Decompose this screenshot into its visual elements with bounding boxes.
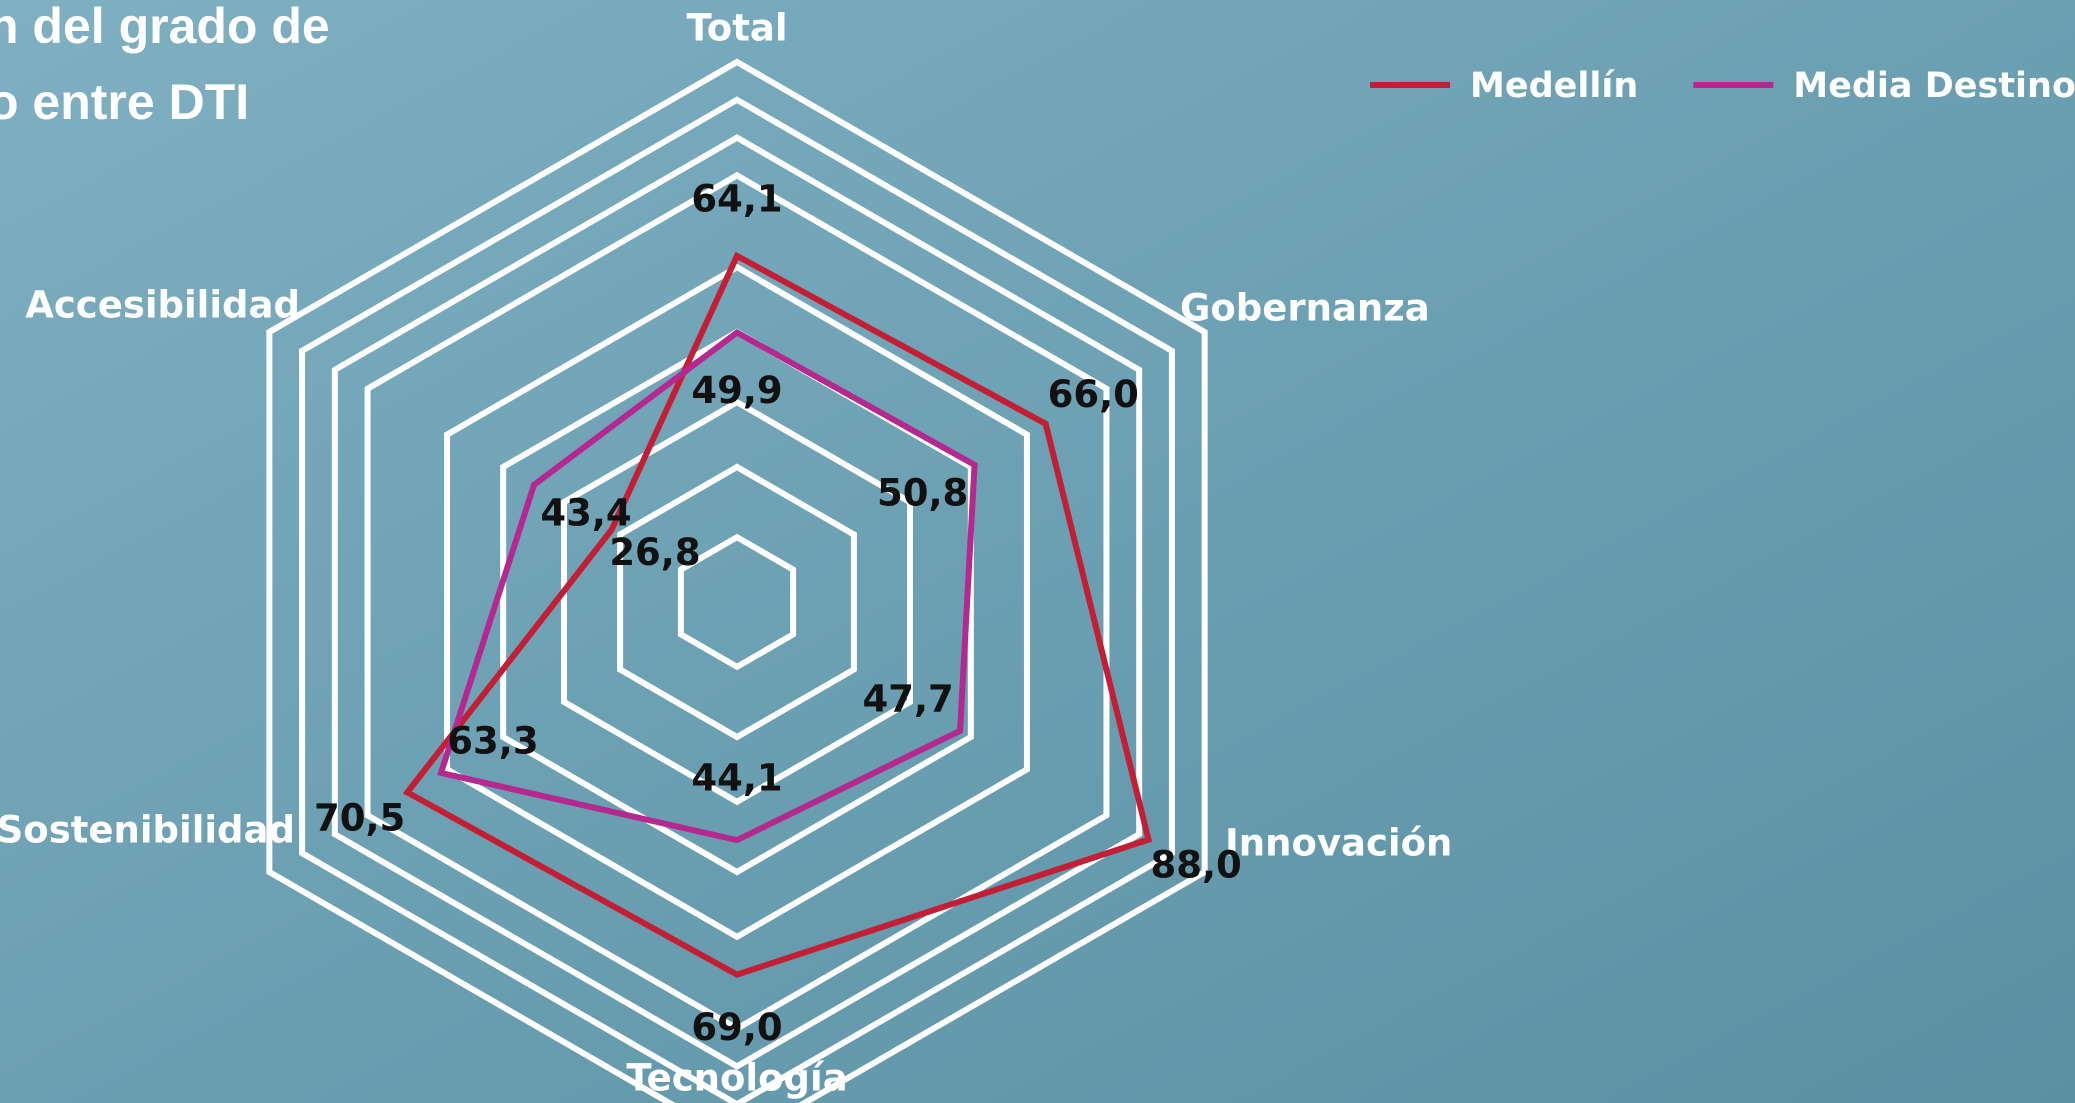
value-label: 69,0 (691, 1006, 782, 1049)
value-label: 47,7 (862, 677, 953, 720)
value-label: 70,5 (314, 796, 405, 839)
category-label: Accesibilidad (25, 284, 300, 327)
category-label: Gobernanza (1180, 287, 1430, 330)
value-label: 50,8 (877, 471, 968, 514)
category-label: Innovación (1225, 822, 1452, 865)
title-line: n del grado de (0, 0, 330, 54)
category-label: Tecnología (626, 1057, 847, 1100)
value-label: 66,0 (1048, 373, 1139, 416)
chart: n del grado de o entre DTI Total Gobernan… (0, 0, 2075, 1103)
value-label: 43,4 (540, 491, 631, 534)
value-label: 26,8 (609, 531, 700, 574)
category-label: Total (686, 7, 787, 50)
category-label: Sostenibilidad (0, 809, 295, 852)
background (0, 0, 2075, 1103)
legend-label: Medellín (1470, 66, 1638, 106)
legend-label: Media Destinos (1793, 66, 2075, 106)
title-line: o entre DTI (0, 74, 249, 130)
value-label: 44,1 (691, 757, 782, 800)
value-label: 63,3 (447, 719, 538, 762)
value-label: 49,9 (691, 369, 782, 412)
value-label: 88,0 (1151, 844, 1242, 887)
value-label: 64,1 (691, 177, 782, 220)
